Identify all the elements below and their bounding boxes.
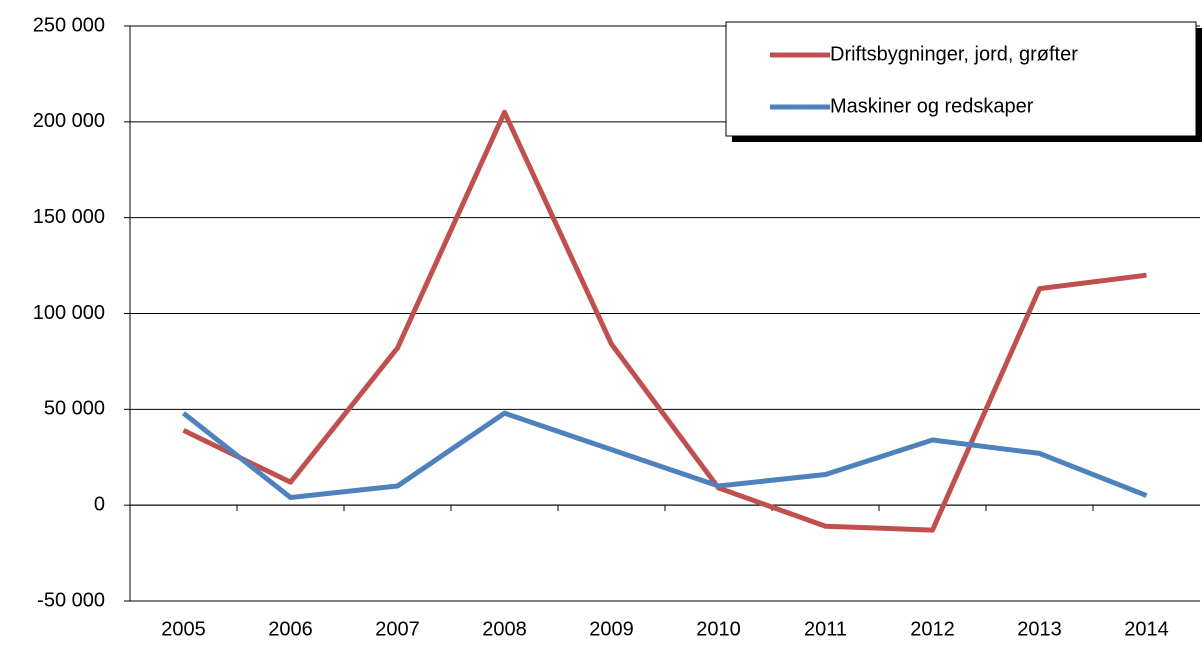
series-line (181, 410, 1148, 500)
y-tick-label: 200 000 (33, 110, 105, 132)
x-tick-label: 2011 (804, 618, 847, 640)
y-tick-label: 150 000 (33, 206, 105, 228)
x-tick-label: 2013 (1017, 618, 1062, 640)
x-tick-label: 2006 (268, 618, 313, 640)
x-tick-label: 2007 (375, 618, 420, 640)
y-tick-label: 100 000 (33, 302, 105, 324)
y-tick-label: 250 000 (33, 14, 105, 36)
x-tick-label: 2009 (589, 618, 634, 640)
x-tick-label: 2005 (161, 618, 206, 640)
series-line (182, 109, 1147, 533)
y-tick-label: 0 (94, 493, 105, 515)
x-tick-label: 2014 (1124, 618, 1169, 640)
x-tick-label: 2010 (696, 618, 741, 640)
x-tick-label: 2008 (482, 618, 527, 640)
x-tick-label: 2012 (910, 618, 955, 640)
legend-label: Driftsbygninger, jord, grøfter (830, 43, 1078, 65)
legend (725, 21, 1197, 137)
legend-label: Maskiner og redskaper (830, 95, 1034, 117)
y-tick-label: -50 000 (37, 589, 105, 611)
y-tick-label: 50 000 (44, 398, 105, 420)
